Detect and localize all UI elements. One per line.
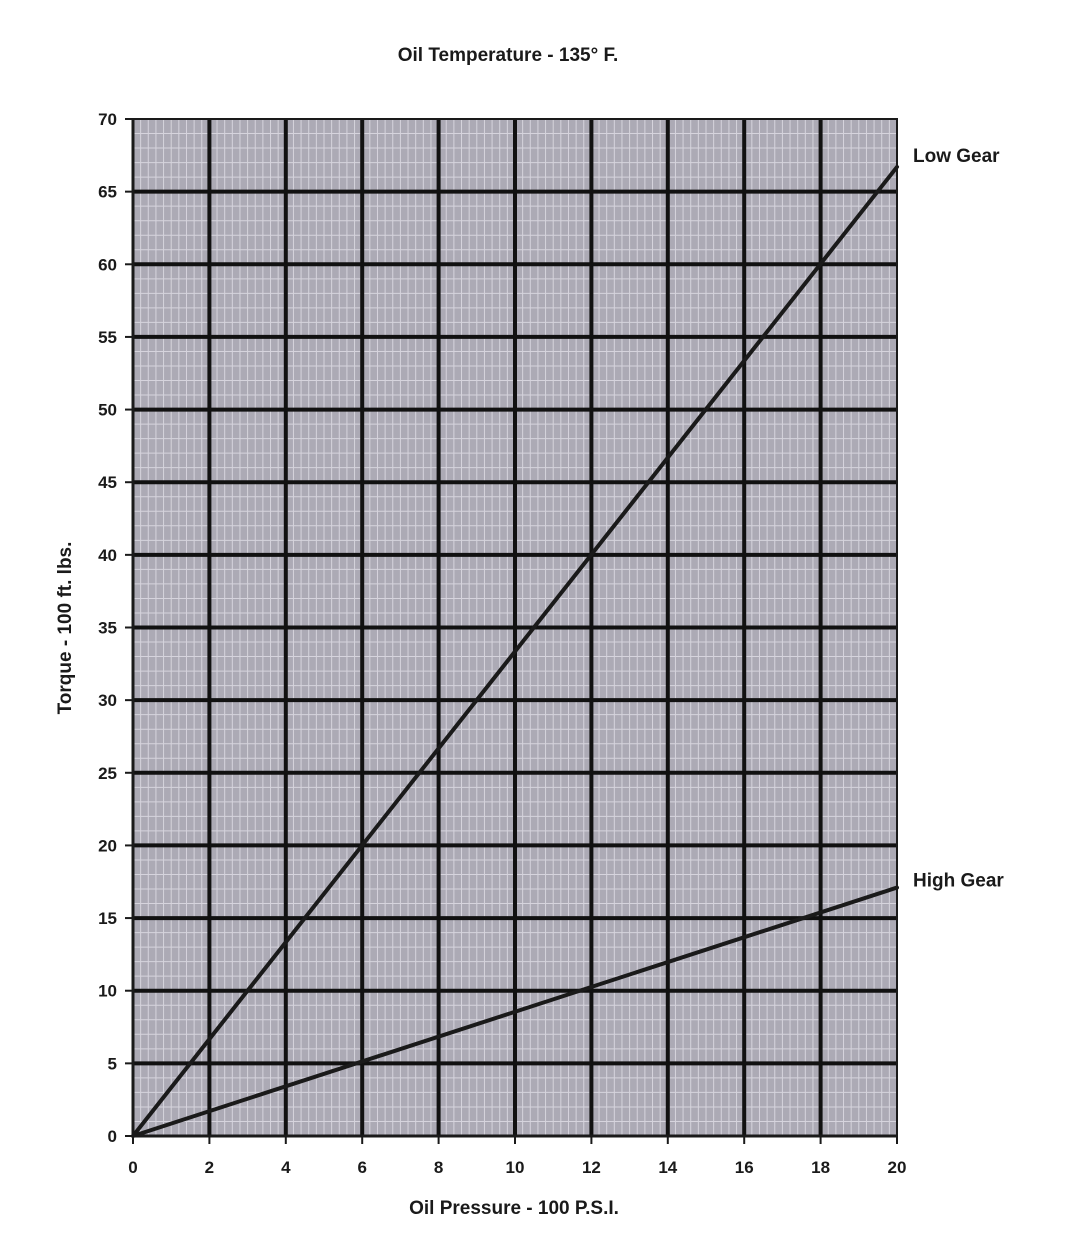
series-line-1 bbox=[131, 164, 899, 1138]
x-axis-ticks: 0 2 4 6 8 10 12 14 16 18 20 bbox=[128, 1136, 906, 1177]
y-tick-label: 65 bbox=[98, 183, 117, 202]
y-tick-label: 70 bbox=[98, 110, 117, 129]
x-tick-label: 16 bbox=[735, 1158, 754, 1177]
major-grid bbox=[133, 119, 897, 1136]
y-tick-label: 10 bbox=[98, 982, 117, 1001]
y-tick-label: 35 bbox=[98, 619, 117, 638]
y-tick-label: 25 bbox=[98, 764, 117, 783]
x-tick-label: 10 bbox=[506, 1158, 525, 1177]
x-tick-label: 0 bbox=[128, 1158, 137, 1177]
y-axis-label: Torque - 100 ft. lbs. bbox=[55, 542, 76, 715]
y-tick-label: 45 bbox=[98, 473, 117, 492]
y-tick-label: 55 bbox=[98, 328, 117, 347]
x-tick-label: 4 bbox=[281, 1158, 291, 1177]
x-tick-label: 12 bbox=[582, 1158, 601, 1177]
y-tick-label: 5 bbox=[108, 1054, 117, 1073]
chart-title: Oil Temperature - 135° F. bbox=[398, 45, 619, 66]
y-tick-label: 40 bbox=[98, 546, 117, 565]
y-tick-label: 20 bbox=[98, 836, 117, 855]
series-line-2 bbox=[131, 885, 899, 1138]
series-lines bbox=[131, 164, 899, 1138]
x-tick-label: 18 bbox=[811, 1158, 830, 1177]
series-label-1: Low Gear bbox=[913, 146, 1000, 167]
y-axis-ticks: 0 5 10 15 20 25 30 35 40 45 50 55 60 65 70 bbox=[98, 110, 133, 1146]
y-tick-label: 50 bbox=[98, 401, 117, 420]
y-tick-label: 60 bbox=[98, 255, 117, 274]
series-label-2: High Gear bbox=[913, 871, 1004, 892]
x-tick-label: 8 bbox=[434, 1158, 443, 1177]
y-tick-label: 0 bbox=[108, 1127, 117, 1146]
y-tick-label: 30 bbox=[98, 691, 117, 710]
series-labels: Low Gear High Gear bbox=[913, 146, 1004, 892]
x-tick-label: 2 bbox=[205, 1158, 214, 1177]
y-tick-label: 15 bbox=[98, 909, 117, 928]
x-tick-label: 6 bbox=[357, 1158, 366, 1177]
x-axis-label: Oil Pressure - 100 P.S.I. bbox=[409, 1198, 619, 1219]
x-tick-label: 14 bbox=[658, 1158, 677, 1177]
x-tick-label: 20 bbox=[888, 1158, 907, 1177]
